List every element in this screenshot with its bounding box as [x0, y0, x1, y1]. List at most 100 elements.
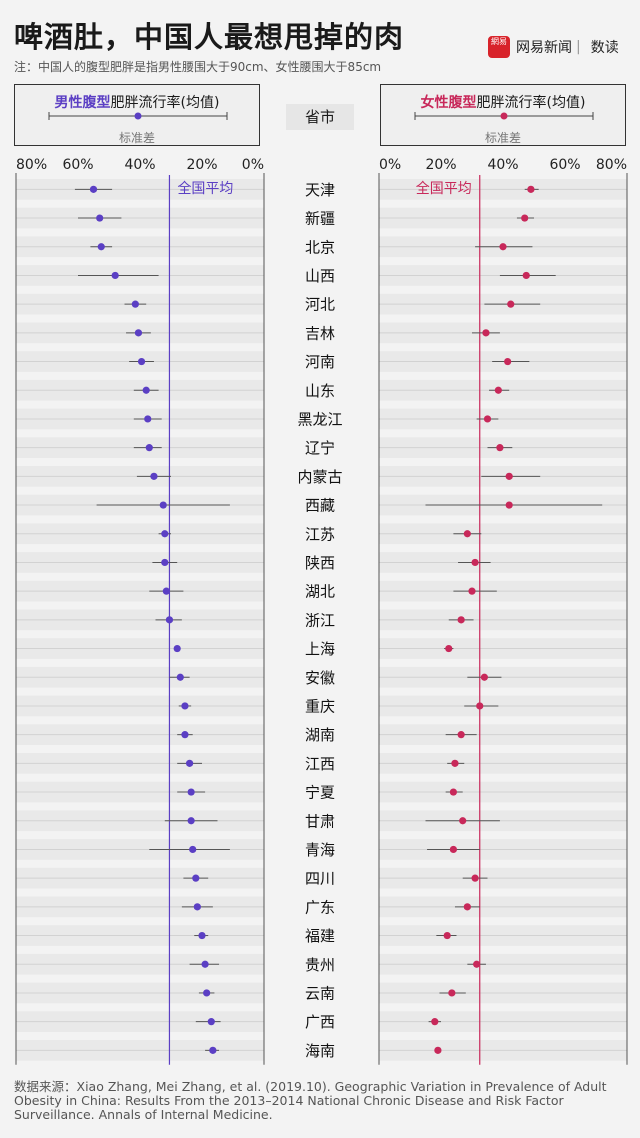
province-label: 甘肃	[305, 812, 335, 830]
male-mean-point	[207, 1018, 215, 1026]
female-legend-symbol	[414, 112, 594, 120]
province-label: 新疆	[305, 210, 335, 228]
male-legend-text: 肥胖流行率(均值)	[110, 95, 220, 111]
female-legend-text: 肥胖流行率(均值)	[476, 95, 586, 111]
male-mean-point	[181, 731, 189, 739]
province-label: 吉林	[305, 324, 335, 342]
male-mean-point	[186, 759, 194, 767]
female-mean-point	[480, 673, 488, 681]
female-mean-point	[482, 329, 490, 337]
female-mean-point	[468, 587, 476, 595]
female-mean-point	[507, 300, 515, 308]
male-mean-point	[209, 1046, 217, 1054]
province-label: 广东	[305, 898, 335, 916]
province-label: 青海	[305, 841, 335, 859]
province-label: 河北	[305, 296, 335, 314]
province-label: 安徽	[305, 669, 335, 687]
female-tick-label: 80%	[596, 157, 627, 173]
male-mean-point	[111, 271, 119, 280]
female-mean-point	[448, 989, 456, 997]
female-mean-point	[449, 788, 457, 796]
province-label: 陕西	[305, 554, 335, 572]
province-label: 河南	[305, 353, 335, 371]
female-mean-point	[496, 444, 504, 452]
female-tick-label: 60%	[549, 157, 580, 173]
male-mean-point	[145, 444, 153, 452]
female-mean-point	[459, 817, 467, 825]
male-tick-label: 80%	[16, 157, 47, 173]
female-mean-point	[434, 1046, 442, 1054]
female-legend-sd: 标准差	[484, 131, 521, 145]
male-mean-point	[165, 616, 174, 624]
province-label: 山西	[305, 267, 335, 285]
publisher-logo: 網易 网易新闻 | 数读	[488, 36, 619, 58]
province-label: 北京	[305, 238, 335, 256]
female-mean-point	[463, 903, 471, 911]
female-mean-point	[522, 271, 530, 280]
province-label: 宁夏	[305, 784, 335, 802]
male-mean-point	[142, 386, 150, 394]
male-tick-label: 40%	[124, 157, 155, 173]
female-mean-point	[443, 931, 451, 940]
male-mean-point	[173, 644, 181, 653]
brand-separator: |	[576, 39, 581, 55]
male-legend-bold: 男性腹型	[54, 95, 111, 111]
female-mean-point	[451, 759, 459, 767]
brand-name: 网易新闻	[516, 40, 572, 56]
male-mean-point	[192, 874, 200, 882]
province-label: 湖南	[305, 726, 335, 744]
province-label: 重庆	[305, 697, 335, 715]
province-label: 四川	[305, 870, 335, 888]
male-mean-point	[176, 673, 184, 681]
female-legend: 女性腹型肥胖流行率(均值) 标准差	[380, 84, 626, 146]
male-tick-label: 60%	[62, 157, 93, 173]
male-mean-point	[201, 960, 209, 968]
province-label: 西藏	[305, 497, 335, 515]
province-label: 贵州	[305, 956, 335, 974]
female-mean-point	[476, 702, 484, 710]
male-mean-point	[144, 415, 152, 423]
province-label: 浙江	[305, 611, 335, 629]
male-mean-point	[187, 817, 195, 825]
female-mean-point	[471, 558, 479, 567]
footnote-definition: 注：中国人的腹型肥胖是指男性腰围大于90cm、女性腰围大于85cm	[14, 60, 382, 74]
page-title: 啤酒肚，中国人最想甩掉的肉	[14, 20, 405, 54]
province-label: 江苏	[305, 525, 335, 543]
female-mean-point	[473, 960, 481, 968]
female-mean-point	[457, 731, 465, 739]
female-mean-point	[457, 616, 465, 624]
female-mean-point	[504, 357, 512, 366]
female-mean-point	[505, 472, 513, 480]
female-mean-point	[463, 530, 471, 538]
male-mean-point	[96, 214, 104, 222]
male-mean-point	[131, 300, 139, 308]
male-mean-point	[97, 243, 105, 251]
female-mean-point	[431, 1018, 439, 1026]
province-label: 辽宁	[305, 439, 335, 457]
female-mean-point	[494, 386, 502, 394]
province-label: 江西	[305, 755, 335, 773]
male-tick-label: 20%	[186, 157, 217, 173]
female-mean-point	[483, 415, 492, 423]
male-mean-point	[193, 903, 201, 911]
male-legend-sd: 标准差	[118, 131, 155, 145]
male-mean-point	[181, 702, 189, 710]
province-label: 湖北	[305, 583, 335, 601]
province-label: 山东	[305, 382, 335, 400]
province-label: 福建	[305, 927, 335, 945]
male-mean-point	[134, 329, 143, 337]
brand-sub: 数读	[590, 40, 619, 56]
province-label: 天津	[305, 181, 335, 199]
province-label: 海南	[305, 1042, 335, 1060]
male-mean-point	[187, 788, 195, 796]
female-legend-bold: 女性腹型	[420, 95, 477, 111]
female-mean-point	[505, 501, 513, 509]
netease-logo-icon: 網易	[488, 36, 510, 58]
female-mean-point	[527, 185, 535, 193]
female-mean-point	[499, 243, 507, 251]
male-mean-point	[161, 530, 169, 538]
female-mean-point	[449, 845, 457, 854]
province-column-header: 省市	[286, 104, 354, 130]
province-label: 云南	[305, 984, 335, 1002]
